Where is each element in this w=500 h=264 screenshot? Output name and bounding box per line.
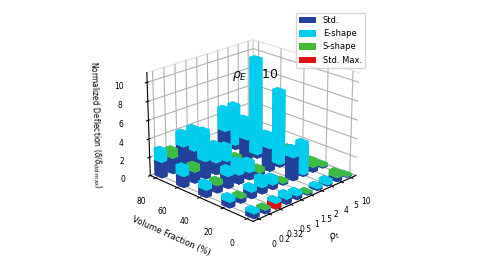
X-axis label: $\rho_t$: $\rho_t$ xyxy=(328,228,342,244)
Legend: Std., E-shape, S-shape, Std. Max.: Std., E-shape, S-shape, Std. Max. xyxy=(296,13,366,68)
Y-axis label: Volume Fraction (%): Volume Fraction (%) xyxy=(131,215,212,257)
Text: $\rho_E=10$: $\rho_E=10$ xyxy=(232,67,278,83)
